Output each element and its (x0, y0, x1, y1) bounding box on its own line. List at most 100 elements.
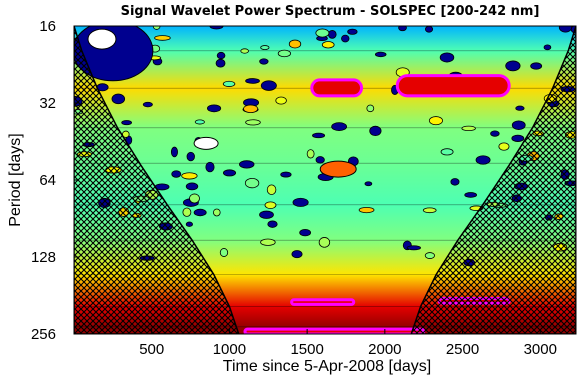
cone-of-influence (74, 26, 576, 334)
power-spot (511, 134, 525, 142)
power-spot (275, 96, 287, 105)
x-tick-label: 1500 (290, 341, 323, 358)
coi-right (410, 26, 576, 334)
power-spot (291, 250, 303, 259)
power-spot (318, 237, 331, 248)
power-spot (505, 60, 521, 72)
power-spot (425, 26, 434, 33)
power-spot (121, 120, 132, 126)
power-spot (315, 156, 325, 164)
power-spot (111, 93, 126, 105)
power-spot (530, 62, 543, 70)
power-spot (366, 104, 375, 113)
power-spot (185, 182, 199, 191)
power-spot (244, 177, 260, 189)
significance-contour (395, 74, 511, 98)
y-tick-label: 16 (39, 18, 56, 35)
power-spot (189, 193, 200, 204)
power-spot (266, 184, 277, 195)
y-tick-label: 128 (31, 249, 56, 266)
power-spot (299, 228, 312, 237)
power-spot (490, 130, 500, 137)
plot-area (74, 26, 576, 334)
power-spot (428, 116, 443, 126)
power-spot (312, 132, 326, 139)
y-tick-label: 32 (39, 95, 56, 112)
power-spot (122, 130, 130, 138)
x-tick-label: 3000 (524, 341, 557, 358)
significance-contour (310, 78, 364, 98)
power-spot (288, 39, 302, 49)
power-spot (194, 119, 205, 125)
y-tick-label: 256 (31, 326, 56, 343)
x-tick-label: 1000 (213, 341, 246, 358)
power-spot (260, 45, 270, 51)
power-spot (216, 51, 226, 60)
power-spot (327, 30, 337, 39)
power-spot (207, 104, 222, 113)
power-spot (222, 80, 236, 87)
power-spot (315, 28, 330, 38)
power-spot (245, 119, 261, 126)
power-spot (182, 207, 192, 217)
power-spot (170, 146, 178, 158)
power-spot (260, 238, 276, 246)
power-spot (181, 172, 198, 180)
y-axis-label: Period [days] (7, 133, 24, 226)
chart-title: Signal Wavelet Power Spectrum - SOLSPEC … (121, 4, 540, 19)
power-spot (240, 48, 249, 54)
power-spot (422, 207, 437, 214)
power-spot (205, 161, 215, 173)
power-spot (374, 51, 387, 58)
power-spot (186, 151, 195, 162)
x-tick-label: 500 (139, 341, 164, 358)
significance-contour (290, 298, 356, 306)
power-spot (193, 208, 207, 217)
power-spot (498, 142, 510, 151)
power-spot (398, 26, 407, 32)
power-spot (171, 170, 182, 178)
power-spot (515, 105, 525, 111)
power-spot (406, 245, 421, 251)
power-spot (219, 248, 229, 257)
power-spot (154, 35, 171, 41)
power-spot (277, 49, 291, 58)
power-spot (280, 171, 292, 178)
power-spot (292, 197, 309, 207)
power-spot (259, 210, 274, 219)
y-tick-label: 64 (39, 172, 56, 189)
y-axis-ticks: 16 32 64 128 256 (31, 18, 79, 343)
power-spot (260, 80, 277, 91)
power-spot (475, 155, 491, 165)
power-spot (243, 104, 259, 114)
power-spot (321, 41, 335, 49)
power-spot (424, 252, 435, 259)
power-spot (213, 208, 221, 217)
power-spot (511, 120, 526, 130)
power-spot (245, 78, 260, 84)
power-spot (358, 206, 375, 214)
power-spot (215, 58, 226, 68)
power-spot (558, 26, 573, 33)
low-power-region (193, 136, 219, 150)
power-spot (142, 101, 153, 108)
power-spot (464, 192, 477, 198)
power-spot (222, 169, 237, 177)
power-spot (267, 220, 278, 228)
power-spot (440, 148, 454, 156)
power-spot (319, 160, 357, 178)
power-spot (450, 178, 460, 186)
power-spot (543, 44, 552, 51)
coi-left (74, 26, 240, 334)
power-spot (369, 125, 382, 137)
x-tick-label: 2000 (368, 341, 401, 358)
power-spot (341, 34, 350, 43)
power-spot (306, 149, 315, 159)
power-spot (185, 221, 193, 227)
x-tick-label: 2500 (446, 341, 479, 358)
power-spot (259, 58, 269, 65)
power-spot (347, 28, 358, 35)
power-spot (439, 52, 455, 63)
power-spot (331, 122, 348, 132)
power-spot (239, 160, 255, 169)
